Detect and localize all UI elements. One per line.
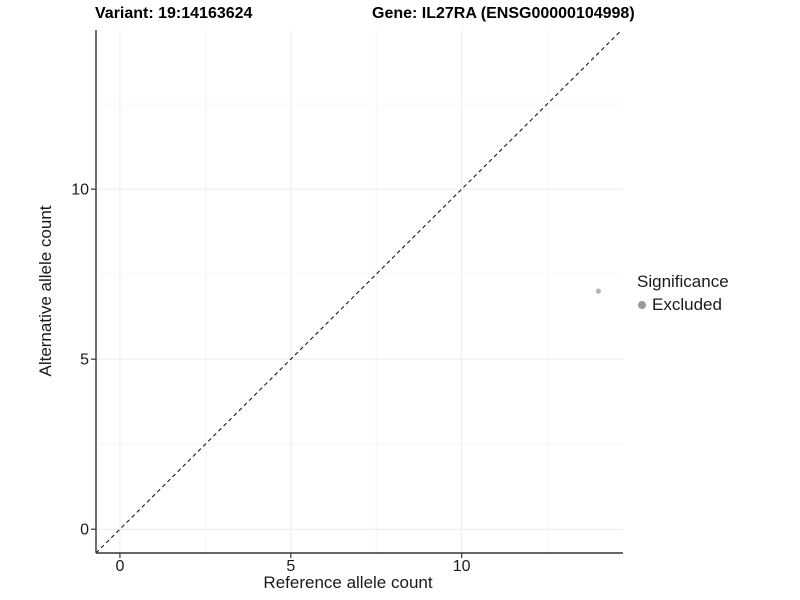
x-tick-label: 10 xyxy=(453,558,471,575)
legend-entry-label: Excluded xyxy=(652,295,722,314)
legend-entry-excluded: Excluded xyxy=(638,295,729,315)
legend-title: Significance xyxy=(637,272,729,291)
y-axis-label: Alternative allele count xyxy=(36,205,55,377)
plot-title-variant: Variant: 19:14163624 xyxy=(95,5,253,22)
y-tick-label: 10 xyxy=(71,182,89,199)
x-tick-label: 5 xyxy=(286,558,295,575)
data-point xyxy=(595,288,601,294)
legend: Significance Excluded xyxy=(637,272,729,315)
identity-line xyxy=(95,29,623,554)
x-axis-label: Reference allele count xyxy=(263,573,433,592)
y-tick-label: 5 xyxy=(80,352,89,369)
y-tick-label: 0 xyxy=(80,522,89,539)
plot-title-gene: Gene: IL27RA (ENSG00000104998) xyxy=(372,5,635,22)
x-tick-label: 0 xyxy=(115,558,124,575)
legend-point-icon xyxy=(638,301,646,309)
